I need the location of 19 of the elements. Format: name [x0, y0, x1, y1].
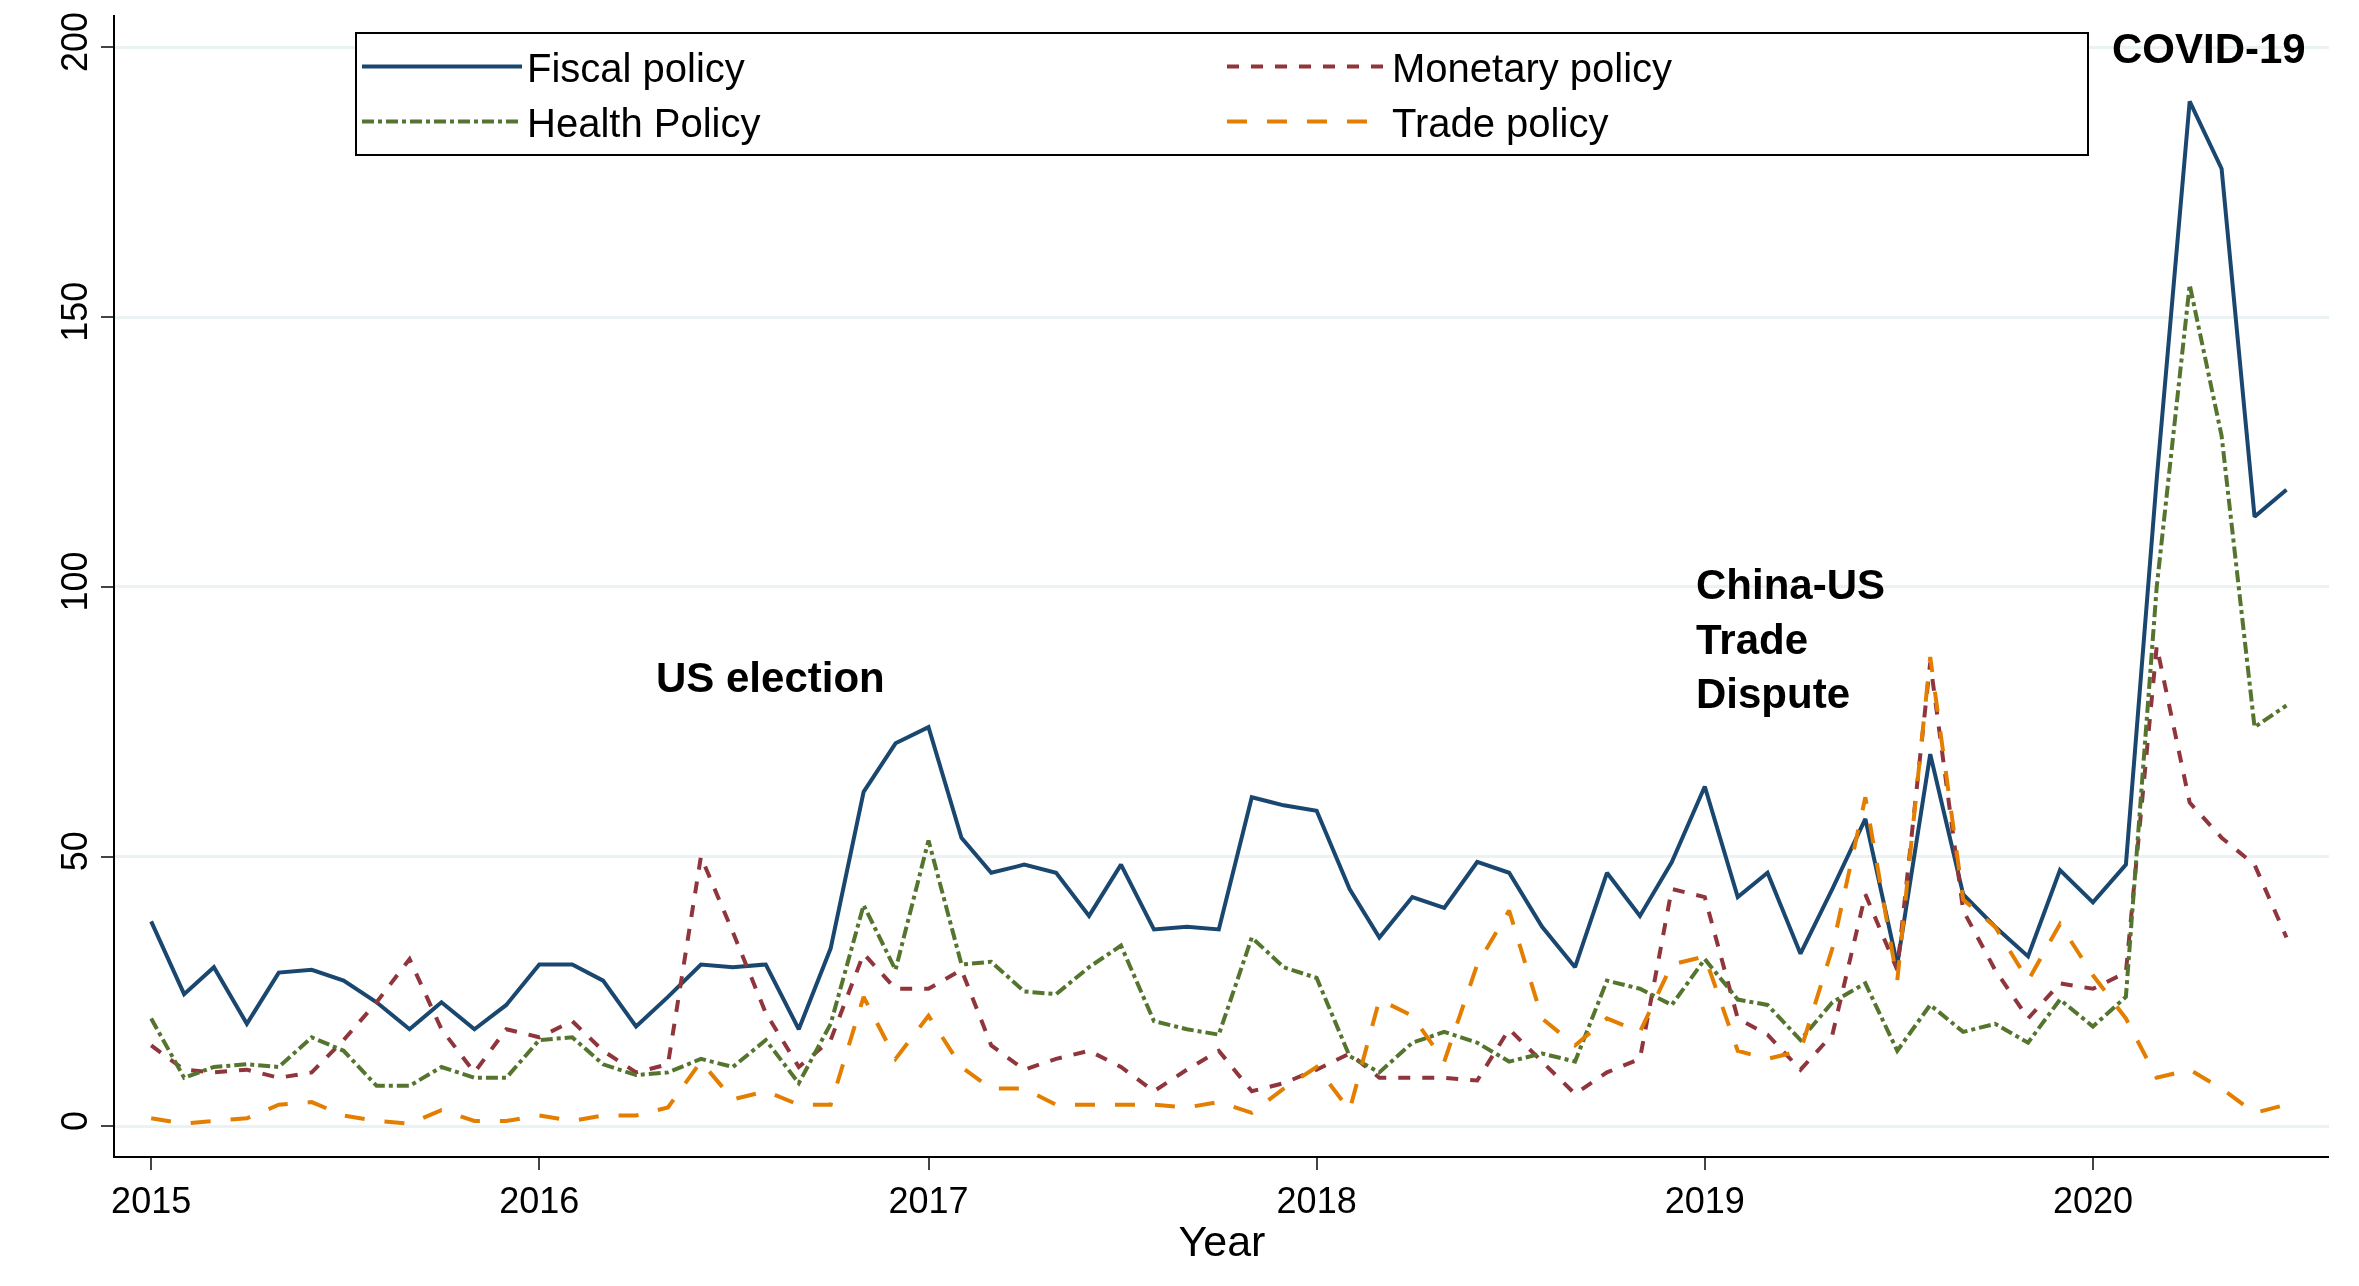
x-tick-label: 2019	[1664, 1180, 1745, 1222]
annotation: COVID-19	[2112, 25, 2306, 72]
x-tick-label: 2018	[1276, 1180, 1357, 1222]
y-tick-label: 50	[53, 831, 95, 872]
legend-label: Health Policy	[527, 101, 761, 146]
annotation: China-US Trade Dispute	[1696, 561, 1885, 718]
y-tick-label: 150	[53, 281, 95, 342]
y-tick-label: 0	[53, 1110, 95, 1131]
x-tick-label: 2020	[2052, 1180, 2133, 1222]
legend-label: Fiscal policy	[527, 46, 745, 91]
x-tick-label: 2016	[499, 1180, 580, 1222]
legend-label: Monetary policy	[1392, 46, 1673, 91]
x-axis-title: Year	[1178, 1217, 1266, 1266]
x-tick-label: 2015	[111, 1180, 192, 1222]
x-tick-label: 2017	[888, 1180, 969, 1222]
annotation: US election	[656, 654, 885, 701]
y-tick-label: 100	[53, 551, 95, 612]
y-tick-label: 200	[53, 11, 95, 73]
legend-label: Trade policy	[1392, 101, 1609, 146]
